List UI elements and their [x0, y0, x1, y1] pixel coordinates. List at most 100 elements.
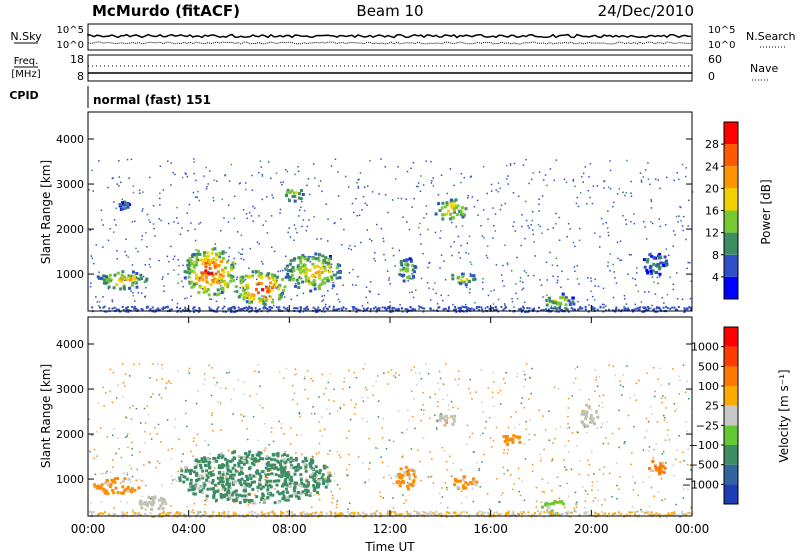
power-echo-cell — [659, 261, 663, 265]
power-echo-cell — [217, 264, 221, 267]
power-scatter-cell — [211, 271, 213, 273]
power-near-range-cell — [633, 308, 636, 311]
velocity-near-range-cell — [88, 510, 91, 513]
power-scatter-cell — [650, 207, 653, 209]
power-scatter-cell — [422, 184, 425, 186]
power-echo-cell — [223, 280, 227, 284]
velocity-near-range-cell — [646, 512, 649, 515]
power-echo-cell — [649, 265, 653, 269]
velocity-scatter-cell — [495, 426, 498, 429]
velocity-scatter-cell — [89, 450, 91, 453]
power-scatter-cell — [366, 229, 368, 231]
velocity-near-range-cell — [487, 511, 489, 514]
velocity-scatter-cell — [377, 400, 380, 402]
velocity-scatter-cell — [598, 395, 601, 397]
velocity-scatter-cell — [131, 454, 133, 456]
velocity-scatter-cell — [298, 412, 301, 415]
power-near-range-cell — [521, 309, 524, 312]
velocity-echo-cell — [464, 486, 468, 490]
velocity-echo-cell — [239, 483, 243, 487]
velocity-echo-cell — [561, 502, 565, 506]
power-near-range-cell — [533, 308, 535, 311]
power-scatter-cell — [146, 213, 149, 216]
velocity-scatter-cell — [406, 470, 408, 472]
velocity-echo-cell — [232, 473, 236, 477]
velocity-echo-cell — [506, 438, 510, 442]
power-near-range-cell — [223, 305, 226, 308]
velocity-echo-cell — [288, 482, 292, 486]
power-near-range-cell — [147, 305, 150, 308]
velocity-near-range-cell — [311, 512, 314, 514]
velocity-scatter-cell — [382, 417, 385, 420]
power-scatter-cell — [172, 258, 175, 260]
power-scatter-cell — [265, 220, 267, 222]
velocity-echo-cell — [211, 487, 215, 491]
power-scatter-cell — [637, 290, 640, 293]
power-echo-cell — [188, 257, 192, 261]
power-scatter-cell — [228, 180, 231, 182]
power-near-range-cell — [552, 307, 555, 310]
power-scatter-cell — [651, 222, 654, 225]
velocity-echo-cell — [216, 489, 220, 493]
power-echo-cell — [242, 297, 246, 301]
power-scatter-cell — [246, 217, 248, 219]
velocity-near-range-cell — [667, 512, 670, 515]
velocity-scatter-cell — [499, 389, 502, 392]
power-echo-cell — [457, 280, 461, 284]
power-scatter-cell — [538, 198, 540, 200]
power-scatter-cell — [649, 183, 651, 186]
velocity-scatter-cell — [468, 387, 470, 390]
velocity-near-range-cell — [158, 515, 161, 518]
power-scatter-cell — [647, 178, 650, 180]
velocity-echo-cell — [259, 451, 263, 455]
velocity-scatter-cell — [601, 423, 604, 425]
velocity-echo-cell — [506, 442, 510, 446]
freq-tick-top: 18 — [70, 53, 84, 66]
velocity-near-range-cell — [405, 510, 408, 513]
velocity-scatter-cell — [268, 444, 270, 446]
velocity-scatter-cell — [586, 431, 588, 434]
velocity-scatter-cell — [366, 421, 368, 423]
velocity-echo-cell — [208, 460, 212, 464]
power-scatter-cell — [162, 189, 165, 191]
power-scatter-cell — [369, 281, 372, 283]
velocity-scatter-cell — [364, 386, 367, 389]
power-near-range-cell — [690, 308, 693, 311]
velocity-scatter-cell — [450, 400, 453, 403]
power-scatter-cell — [350, 248, 352, 251]
power-echo-cell — [215, 280, 219, 284]
velocity-near-range-cell — [353, 513, 356, 516]
velocity-scatter-cell — [548, 410, 550, 413]
velocity-scatter-cell — [112, 434, 114, 436]
velocity-scatter-cell — [262, 407, 264, 409]
velocity-scatter-cell — [93, 448, 96, 451]
power-scatter-cell — [658, 276, 661, 278]
power-scatter-cell — [458, 251, 460, 254]
velocity-echo-cell — [247, 453, 251, 457]
power-echo-cell — [289, 276, 293, 280]
velocity-echo-cell — [596, 415, 600, 419]
velocity-scatter-cell — [157, 363, 159, 365]
velocity-scatter-cell — [197, 390, 199, 392]
velocity-near-range-cell — [123, 513, 126, 515]
velocity-scatter-cell — [631, 452, 633, 454]
velocity-echo-cell — [312, 484, 316, 488]
velocity-echo-cell — [161, 507, 165, 511]
power-scatter-cell — [460, 181, 462, 184]
velocity-echo-cell — [243, 479, 247, 483]
velocity-scatter-cell — [336, 503, 338, 505]
power-echo-cell — [205, 255, 209, 259]
power-echo-cell — [453, 203, 457, 207]
velocity-scatter-cell — [124, 373, 127, 375]
velocity-echo-cell — [152, 500, 155, 504]
velocity-scatter-cell — [307, 456, 310, 459]
power-scatter-cell — [539, 279, 541, 281]
velocity-echo-cell — [163, 499, 167, 503]
velocity-near-range-cell — [688, 512, 691, 515]
power-near-range-cell — [187, 307, 190, 310]
power-echo-cell — [246, 291, 250, 295]
velocity-scatter-cell — [157, 423, 160, 426]
velocity-scatter-cell — [185, 399, 187, 402]
velocity-scatter-cell — [596, 427, 599, 429]
velocity-near-range-cell — [507, 510, 510, 513]
